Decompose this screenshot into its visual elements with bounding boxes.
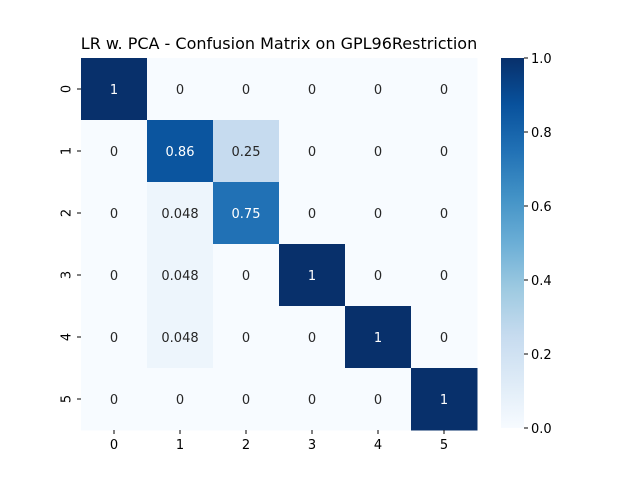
cell-label: 0: [440, 83, 448, 98]
x-axis: 0 1 2 3 4 5: [110, 430, 448, 453]
colorbar-tick-label: 0.0: [531, 422, 552, 437]
cell-label: 0.86: [166, 145, 195, 160]
heatmap-cell: [279, 368, 346, 431]
cell-label: 0: [374, 393, 382, 408]
cell-label: 0: [242, 83, 250, 98]
heatmap-cell: [81, 182, 148, 245]
cell-label: 0.048: [161, 331, 198, 346]
cell-label: 0.048: [161, 269, 198, 284]
heatmap-cell: [279, 58, 346, 121]
colorbar-tick-label: 0.8: [531, 126, 552, 141]
heatmap-cell: [411, 306, 478, 369]
heatmap-cell: [345, 368, 412, 431]
cell-label: 0: [110, 393, 118, 408]
heatmap-cell: [345, 244, 412, 307]
heatmap-cell: [411, 368, 478, 431]
cell-label: 0: [308, 207, 316, 222]
heatmap-cell: [411, 244, 478, 307]
cell-label: 0.75: [232, 207, 261, 222]
y-tick-label: 3: [60, 271, 75, 279]
heatmap-cell: [213, 368, 280, 431]
cell-label: 0: [440, 331, 448, 346]
x-tick-label: 1: [176, 438, 184, 453]
heatmap-cell: [147, 244, 214, 307]
x-tick-label: 0: [110, 438, 118, 453]
heatmap-cell: [147, 368, 214, 431]
heatmap-cell: [279, 306, 346, 369]
cell-label: 0: [308, 331, 316, 346]
y-tick-label: 4: [60, 333, 75, 341]
heatmap-cell: [81, 120, 148, 183]
cell-label: 1: [308, 269, 316, 284]
heatmap-cell: [411, 120, 478, 183]
cell-label: 0: [374, 207, 382, 222]
colorbar-ticks: 0.0 0.2 0.4 0.6 0.8 1.0: [524, 52, 552, 437]
heatmap-cell: [147, 120, 214, 183]
x-tick-label: 4: [374, 438, 382, 453]
heatmap-cell: [147, 58, 214, 121]
heatmap-cell: [147, 306, 214, 369]
colorbar: 0.0 0.2 0.4 0.6 0.8 1.0: [501, 52, 552, 437]
heatmap-cell: [213, 306, 280, 369]
heatmap-cell: [81, 368, 148, 431]
cell-label: 0: [440, 269, 448, 284]
heatmap-cell-labels: 1 0 0 0 0 0 0 0.86 0.25 0 0 0 0 0.048 0.75 0 0 0 0 0.048 0 1 0…: [110, 83, 448, 408]
cell-label: 0: [440, 145, 448, 160]
cell-label: 0: [308, 145, 316, 160]
cell-label: 1: [374, 331, 382, 346]
heatmap-cell: [213, 244, 280, 307]
x-tick-label: 3: [308, 438, 316, 453]
y-axis: 0 1 2 3 4 5: [60, 85, 81, 403]
colorbar-tick-label: 0.4: [531, 274, 552, 289]
cell-label: 0.25: [232, 145, 261, 160]
heatmap-cell: [279, 182, 346, 245]
heatmap-cell: [345, 120, 412, 183]
cell-label: 0: [308, 393, 316, 408]
cell-label: 0: [176, 83, 184, 98]
cell-label: 1: [110, 83, 118, 98]
cell-label: 0: [110, 207, 118, 222]
y-tick-label: 1: [60, 147, 75, 155]
cell-label: 0: [176, 393, 184, 408]
heatmap-cell: [81, 306, 148, 369]
cell-label: 0: [110, 145, 118, 160]
heatmap-cell: [213, 182, 280, 245]
cell-label: 0: [242, 393, 250, 408]
heatmap-cell: [345, 58, 412, 121]
heatmap-cell: [147, 182, 214, 245]
heatmap-cell: [213, 120, 280, 183]
colorbar-tick-label: 1.0: [531, 52, 552, 67]
cell-label: 0: [374, 145, 382, 160]
heatmap-cell: [345, 182, 412, 245]
colorbar-tick-label: 0.6: [531, 200, 552, 215]
heatmap-cell: [279, 120, 346, 183]
cell-label: 0: [110, 269, 118, 284]
y-tick-label: 5: [60, 395, 75, 403]
y-tick-label: 2: [60, 209, 75, 217]
heatmap-cell: [279, 244, 346, 307]
cell-label: 0: [440, 207, 448, 222]
cell-label: 0.048: [161, 207, 198, 222]
colorbar-tick-label: 0.2: [531, 348, 552, 363]
cell-label: 0: [374, 269, 382, 284]
x-tick-label: 5: [440, 438, 448, 453]
cell-label: 0: [110, 331, 118, 346]
colorbar-gradient: [501, 58, 524, 428]
cell-label: 0: [242, 269, 250, 284]
cell-label: 0: [242, 331, 250, 346]
heatmap-cell: [411, 182, 478, 245]
heatmap-cell: [345, 306, 412, 369]
y-tick-label: 0: [60, 85, 75, 93]
heatmap-cell: [81, 244, 148, 307]
heatmap-cells: [81, 58, 478, 431]
cell-label: 0: [374, 83, 382, 98]
heatmap-cell: [411, 58, 478, 121]
x-tick-label: 2: [242, 438, 250, 453]
cell-label: 1: [440, 393, 448, 408]
heatmap-cell: [213, 58, 280, 121]
heatmap-cell: [81, 58, 148, 121]
chart-title: LR w. PCA - Confusion Matrix on GPL96Res…: [81, 34, 477, 53]
cell-label: 0: [308, 83, 316, 98]
